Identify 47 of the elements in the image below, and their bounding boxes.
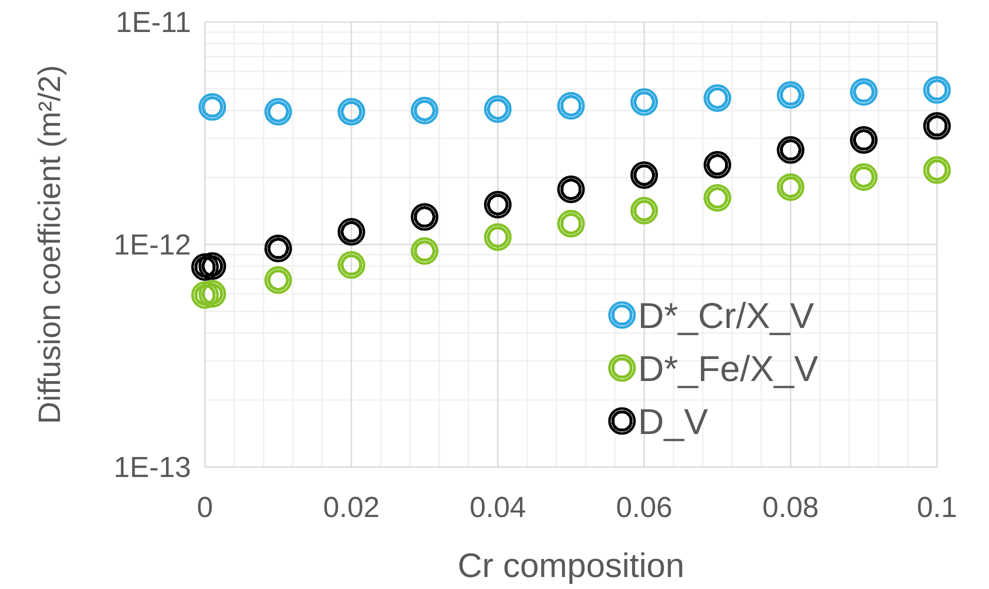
point: [704, 84, 732, 112]
point: [484, 190, 512, 218]
point: [776, 81, 804, 109]
legend-label: D*_Fe/X_V: [638, 348, 818, 389]
point: [850, 78, 878, 106]
point: [776, 136, 804, 164]
point: [338, 251, 366, 279]
point: [338, 98, 366, 126]
x-axis-title: Cr composition: [458, 547, 684, 585]
point: [704, 184, 732, 212]
point: [484, 95, 512, 123]
point: [198, 252, 226, 280]
point: [264, 234, 292, 262]
legend-label: D*_Cr/X_V: [638, 295, 814, 336]
point: [410, 203, 438, 231]
y-tick-label: 1E-11: [116, 7, 191, 39]
point: [630, 88, 658, 116]
point: [338, 218, 366, 246]
x-tick-label: 0: [196, 492, 214, 524]
y-axis-title: Diffusion coefficient (m²/2): [32, 65, 67, 424]
point: [198, 280, 226, 308]
x-tick-label: 0.1: [916, 492, 958, 524]
point: [557, 210, 585, 238]
x-tick-label: 0.08: [762, 492, 819, 524]
point: [850, 126, 878, 154]
point: [557, 92, 585, 120]
point: [410, 237, 438, 265]
point: [850, 163, 878, 191]
point: [264, 266, 292, 294]
x-tick-label: 0.06: [616, 492, 672, 524]
point: [704, 151, 732, 179]
point: [776, 173, 804, 201]
legend-label: D_V: [638, 401, 708, 442]
point: [484, 223, 512, 251]
point: [923, 156, 951, 184]
point: [923, 76, 951, 104]
y-tick-label: 1E-12: [114, 230, 191, 262]
point: [923, 112, 951, 140]
point: [264, 98, 292, 126]
y-tick-label: 1E-13: [114, 452, 191, 484]
point: [557, 176, 585, 204]
x-tick-label: 0.04: [470, 492, 526, 524]
point: [410, 96, 438, 124]
point: [198, 93, 226, 121]
point: [630, 196, 658, 224]
point: [630, 161, 658, 189]
x-tick-label: 0.02: [323, 492, 380, 524]
